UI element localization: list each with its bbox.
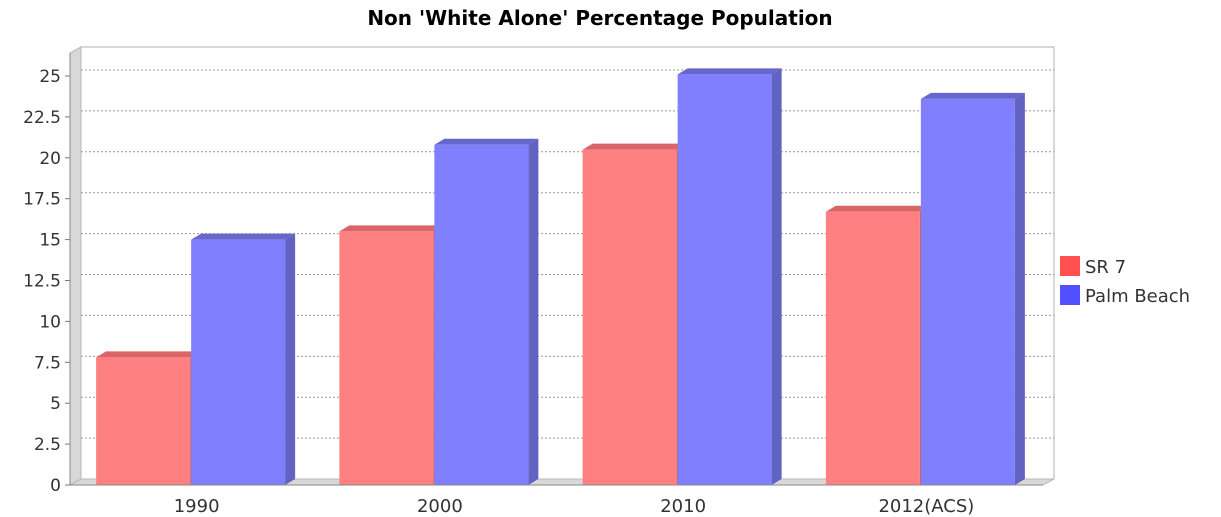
y-tick-label: 20 xyxy=(39,149,61,169)
bar-Palm Beach-2012(ACS) xyxy=(920,98,1015,486)
y-tick-label: 22.5 xyxy=(23,108,61,128)
bar-Palm Beach-1990 xyxy=(191,239,286,485)
bar-SR 7-1990 xyxy=(96,357,191,485)
y-tick-label: 10 xyxy=(39,312,61,332)
y-tick-label: 5 xyxy=(50,394,61,414)
bar-top-SR 7-2000 xyxy=(339,225,444,232)
y-tick-label: 2.5 xyxy=(34,435,61,455)
y-tick-label: 15 xyxy=(39,231,61,251)
y-tick-label: 12.5 xyxy=(23,272,61,292)
y-tick-label: 7.5 xyxy=(34,353,61,373)
bar-side-Palm Beach-2012(ACS) xyxy=(1014,92,1025,486)
legend-swatch-1 xyxy=(1060,285,1080,305)
bar-SR 7-2010 xyxy=(582,149,677,485)
bar-SR 7-2012(ACS) xyxy=(825,211,920,485)
y-tick-label: 17.5 xyxy=(23,190,61,210)
y-tick-label: 0 xyxy=(50,476,61,496)
bar-side-Palm Beach-2000 xyxy=(528,138,539,485)
bar-SR 7-2000 xyxy=(339,231,434,485)
plot-left-wall xyxy=(69,46,82,486)
chart-title: Non 'White Alone' Percentage Population xyxy=(367,6,833,30)
legend-label-1: Palm Beach xyxy=(1085,286,1190,307)
bar-Palm Beach-2010 xyxy=(677,74,772,485)
x-tick-label: 2000 xyxy=(417,496,463,517)
bar-top-Palm Beach-2000 xyxy=(434,138,539,145)
bar-top-SR 7-2010 xyxy=(582,143,687,150)
axes: 0 2.5 5 7.5 10 12.5 15 17.5 20 22.5 25 1990 2000 2010… xyxy=(23,53,1043,517)
x-tick-label: 1990 xyxy=(174,496,220,517)
bar-side-Palm Beach-1990 xyxy=(285,233,296,485)
bar-top-Palm Beach-2010 xyxy=(677,68,782,75)
x-tick-label: 2010 xyxy=(660,496,706,517)
bar-Palm Beach-2000 xyxy=(434,144,529,485)
bar-side-Palm Beach-2010 xyxy=(771,68,782,485)
legend-swatch-0 xyxy=(1060,256,1080,276)
bar-top-SR 7-1990 xyxy=(96,351,201,358)
bar-top-SR 7-2012(ACS) xyxy=(825,205,930,212)
bar-top-Palm Beach-2012(ACS) xyxy=(920,92,1025,99)
legend-label-0: SR 7 xyxy=(1085,257,1126,278)
bars xyxy=(96,68,1025,486)
y-tick-label: 25 xyxy=(39,67,61,87)
x-tick-label: 2012(ACS) xyxy=(878,496,974,517)
legend: SR 7 Palm Beach xyxy=(1060,256,1190,307)
bar-top-Palm Beach-1990 xyxy=(191,233,296,240)
